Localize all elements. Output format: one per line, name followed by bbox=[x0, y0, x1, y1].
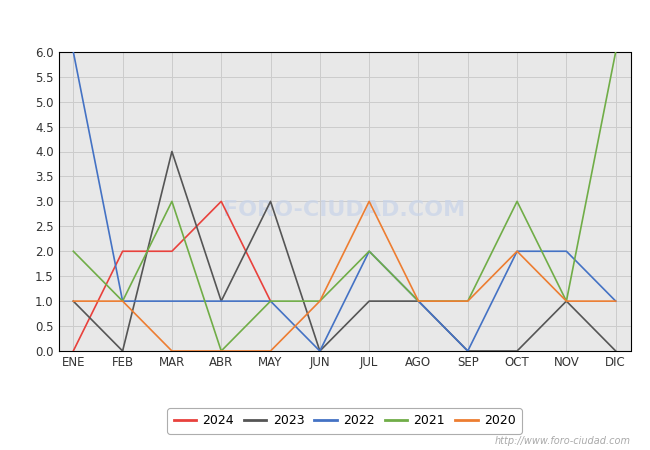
2023 bbox=[514, 348, 521, 354]
2021 bbox=[365, 248, 373, 254]
2023 bbox=[612, 348, 619, 354]
2024 bbox=[70, 348, 77, 354]
2022 bbox=[217, 298, 225, 304]
Legend: 2024, 2023, 2022, 2021, 2020: 2024, 2023, 2022, 2021, 2020 bbox=[167, 408, 522, 434]
2021 bbox=[217, 348, 225, 354]
2022 bbox=[168, 298, 176, 304]
2020 bbox=[217, 348, 225, 354]
2021 bbox=[168, 199, 176, 204]
2022 bbox=[562, 248, 570, 254]
Line: 2022: 2022 bbox=[73, 52, 616, 351]
2022 bbox=[612, 298, 619, 304]
2024 bbox=[266, 298, 274, 304]
2023 bbox=[415, 298, 422, 304]
2021 bbox=[415, 298, 422, 304]
2020 bbox=[119, 298, 127, 304]
Text: FORO-CIUDAD.COM: FORO-CIUDAD.COM bbox=[224, 200, 465, 220]
2021 bbox=[266, 298, 274, 304]
2021 bbox=[316, 298, 324, 304]
2020 bbox=[415, 298, 422, 304]
Text: Matriculaciones de Vehiculos en Lupión: Matriculaciones de Vehiculos en Lupión bbox=[162, 14, 488, 33]
2021 bbox=[70, 248, 77, 254]
2023 bbox=[266, 199, 274, 204]
2022 bbox=[119, 298, 127, 304]
2021 bbox=[612, 49, 619, 54]
Line: 2020: 2020 bbox=[73, 202, 616, 351]
2023 bbox=[119, 348, 127, 354]
2022 bbox=[415, 298, 422, 304]
2020 bbox=[316, 298, 324, 304]
2023 bbox=[217, 298, 225, 304]
2020 bbox=[612, 298, 619, 304]
Line: 2024: 2024 bbox=[73, 202, 270, 351]
2022 bbox=[266, 298, 274, 304]
2022 bbox=[464, 348, 472, 354]
Text: http://www.foro-ciudad.com: http://www.foro-ciudad.com bbox=[495, 436, 630, 446]
2020 bbox=[365, 199, 373, 204]
2022 bbox=[365, 248, 373, 254]
2023 bbox=[464, 348, 472, 354]
2024 bbox=[168, 248, 176, 254]
2023 bbox=[562, 298, 570, 304]
2023 bbox=[70, 298, 77, 304]
2020 bbox=[70, 298, 77, 304]
2021 bbox=[514, 199, 521, 204]
Line: 2023: 2023 bbox=[73, 152, 616, 351]
2020 bbox=[562, 298, 570, 304]
2023 bbox=[168, 149, 176, 154]
2020 bbox=[168, 348, 176, 354]
2020 bbox=[266, 348, 274, 354]
Line: 2021: 2021 bbox=[73, 52, 616, 351]
2020 bbox=[464, 298, 472, 304]
2024 bbox=[119, 248, 127, 254]
2022 bbox=[70, 49, 77, 54]
2021 bbox=[562, 298, 570, 304]
2021 bbox=[119, 298, 127, 304]
2024 bbox=[217, 199, 225, 204]
2023 bbox=[365, 298, 373, 304]
2022 bbox=[514, 248, 521, 254]
2022 bbox=[316, 348, 324, 354]
2020 bbox=[514, 248, 521, 254]
2023 bbox=[316, 348, 324, 354]
2021 bbox=[464, 298, 472, 304]
